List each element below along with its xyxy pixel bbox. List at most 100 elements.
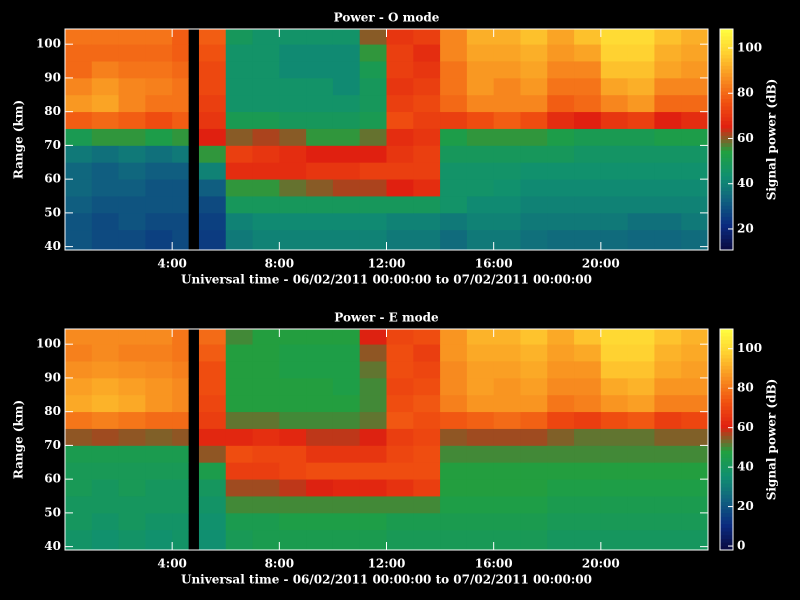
heatmap-cell: [225, 462, 253, 480]
heatmap-cell: [172, 445, 189, 463]
colorbar-segment: [720, 76, 733, 82]
heatmap-cell: [493, 462, 521, 480]
heatmap-cell: [520, 94, 548, 113]
colorbar-segment: [720, 135, 733, 140]
heatmap-cell: [440, 162, 468, 180]
heatmap-cell: [574, 145, 602, 163]
heatmap-cell: [600, 128, 629, 146]
colorbar-segment: [720, 117, 733, 122]
heatmap-cell: [413, 229, 441, 251]
colorbar-segment: [720, 362, 733, 367]
heatmap-cell: [520, 111, 548, 129]
heatmap-cell: [440, 512, 468, 531]
heatmap-cell: [332, 529, 361, 551]
chart-title: Power - E mode: [334, 311, 439, 325]
heatmap-cell: [493, 428, 521, 446]
heatmap-cell: [600, 377, 629, 396]
heatmap-cell: [413, 529, 441, 551]
heatmap-cell: [413, 428, 441, 446]
colorbar-segment: [720, 520, 733, 525]
heatmap-cell: [681, 44, 709, 62]
heatmap-cell: [198, 496, 227, 514]
heatmap-cell: [172, 496, 189, 514]
y-axis-label: Range (km): [12, 100, 26, 179]
heatmap-cell: [118, 479, 146, 497]
colorbar-segment: [720, 146, 733, 152]
heatmap-cell: [332, 94, 361, 113]
heatmap-cell: [493, 44, 521, 62]
heatmap-cell: [493, 411, 521, 429]
heatmap-cell: [413, 445, 441, 463]
heatmap-cell: [440, 428, 468, 446]
heatmap-cell: [681, 394, 709, 413]
heatmap-cell: [466, 529, 495, 551]
heatmap-cell: [654, 111, 682, 129]
colorbar-segment: [720, 238, 733, 244]
heatmap-cell: [225, 512, 253, 531]
heatmap-cell: [225, 344, 253, 362]
heatmap-cell: [440, 411, 468, 429]
heatmap-cell: [574, 229, 602, 251]
heatmap-cell: [91, 512, 119, 531]
colorbar-segment: [720, 369, 733, 374]
heatmap-cell: [413, 77, 441, 96]
heatmap-cell: [600, 394, 629, 413]
heatmap-cell: [520, 428, 548, 446]
heatmap-cell: [547, 377, 575, 396]
heatmap-cell: [493, 162, 521, 180]
heatmap-cell: [681, 94, 709, 113]
heatmap-cell: [413, 329, 441, 345]
heatmap-cell: [91, 77, 119, 96]
heatmap-cell: [172, 512, 189, 531]
heatmap-cell: [279, 428, 307, 446]
heatmap-cell: [386, 377, 414, 396]
heatmap-cell: [681, 462, 709, 480]
heatmap-cell: [279, 94, 307, 113]
colorbar-segment: [720, 36, 733, 41]
colorbar-segment: [720, 373, 733, 378]
heatmap-cell: [493, 145, 521, 163]
heatmap-cell: [654, 529, 682, 551]
heatmap-cell: [91, 212, 119, 231]
heatmap-cell: [627, 496, 655, 514]
heatmap-cell: [413, 196, 441, 214]
heatmap-cell: [225, 377, 253, 396]
heatmap-cell: [306, 94, 334, 113]
colorbar-segment: [720, 450, 733, 455]
heatmap-cell: [65, 44, 93, 62]
heatmap-cell: [359, 479, 387, 497]
heatmap-cell: [65, 512, 93, 531]
heatmap-cell: [225, 428, 253, 446]
heatmap-cell: [279, 361, 307, 379]
colorbar-segment: [720, 95, 733, 100]
heatmap-cell: [172, 377, 189, 396]
heatmap-cell: [547, 162, 575, 180]
heatmap-cell: [172, 44, 189, 62]
heatmap-cell: [654, 29, 682, 45]
colorbar-segment: [720, 246, 733, 251]
heatmap-cell: [172, 61, 189, 79]
colorbar-segment: [720, 47, 733, 52]
heatmap-cell: [386, 94, 414, 113]
heatmap-cell: [520, 512, 548, 531]
heatmap-cell: [359, 428, 387, 446]
heatmap-cell: [145, 61, 173, 79]
heatmap-cell: [440, 529, 468, 551]
colorbar-segment: [720, 113, 733, 118]
heatmap-cell: [520, 145, 548, 163]
heatmap-cell: [386, 411, 414, 429]
heatmap-cell: [359, 111, 387, 129]
heatmap-cell: [413, 394, 441, 413]
heatmap-cell: [145, 512, 173, 531]
heatmap-cell: [332, 44, 361, 62]
heatmap-cell: [681, 77, 709, 96]
heatmap-cell: [225, 162, 253, 180]
colorbar-segment: [720, 454, 733, 459]
heatmap-cell: [91, 61, 119, 79]
heatmap-cell: [279, 479, 307, 497]
colorbar-label: Signal power (dB): [765, 379, 779, 501]
heatmap-cell: [466, 196, 495, 214]
y-tick-label: 60: [44, 472, 61, 486]
heatmap-cell: [681, 529, 709, 551]
